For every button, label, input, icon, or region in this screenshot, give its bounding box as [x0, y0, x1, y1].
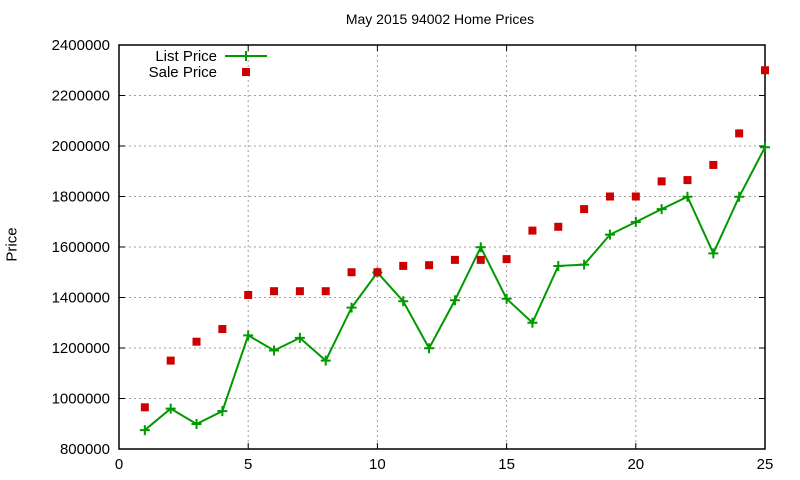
sale-price-marker — [321, 287, 330, 296]
list-price-marker — [346, 302, 357, 313]
sale-price-marker — [399, 261, 408, 270]
list-price-marker — [294, 332, 305, 343]
x-tick-label: 0 — [115, 456, 123, 473]
y-tick-label: 1800000 — [52, 189, 110, 206]
x-tick-label: 15 — [498, 456, 515, 473]
sale-price-marker — [347, 268, 356, 277]
list-price-marker — [553, 260, 564, 271]
sale-price-marker — [657, 177, 666, 186]
list-price-marker — [243, 330, 254, 341]
sale-price-marker — [450, 255, 459, 264]
sale-price-marker — [528, 226, 537, 235]
x-tick-label: 20 — [627, 456, 644, 473]
list-price-marker — [424, 343, 435, 354]
list-price-marker — [527, 317, 538, 328]
sale-price-marker — [502, 255, 511, 264]
sale-price-marker — [192, 337, 201, 346]
sale-price-marker — [761, 66, 769, 75]
sale-price-marker — [709, 160, 718, 169]
sale-price-marker — [683, 176, 692, 185]
sale-price-marker — [605, 192, 614, 201]
y-tick-label: 2200000 — [52, 88, 110, 105]
legend-label: List Price — [155, 48, 217, 65]
list-price-marker — [320, 355, 331, 366]
y-tick-label: 2400000 — [52, 37, 110, 54]
sale-price-marker — [580, 205, 589, 214]
list-price-marker — [475, 242, 486, 253]
list-price-marker — [191, 419, 202, 430]
list-price-marker — [708, 248, 719, 259]
sale-price-marker — [476, 255, 485, 264]
legend-label: Sale Price — [149, 64, 217, 81]
chart-title: May 2015 94002 Home Prices — [345, 11, 535, 27]
sale-price-marker — [295, 287, 304, 296]
list-price-marker — [501, 293, 512, 304]
sale-price-marker — [373, 268, 382, 277]
plot-border — [118, 44, 766, 450]
x-tick-label: 10 — [369, 456, 386, 473]
y-tick-label: 800000 — [60, 441, 110, 458]
legend-square-swatch — [242, 68, 250, 76]
sale-price-marker — [554, 222, 563, 231]
list-price-marker — [630, 217, 641, 228]
sale-price-marker — [166, 356, 175, 365]
y-tick-label: 2000000 — [52, 138, 110, 155]
list-price-marker — [165, 403, 176, 414]
list-price-marker — [449, 295, 460, 306]
list-price-marker — [682, 191, 693, 202]
list-price-line — [144, 146, 766, 431]
x-tick-label: 5 — [244, 456, 252, 473]
x-tick-label: 25 — [757, 456, 774, 473]
list-price-marker — [760, 142, 770, 153]
sale-price-marker — [140, 403, 149, 412]
sale-price-marker — [735, 129, 744, 138]
list-price-marker — [579, 259, 590, 270]
list-price-marker — [656, 204, 667, 215]
sale-price-marker — [425, 261, 434, 270]
list-price-marker — [217, 406, 228, 417]
sale-price-marker — [270, 287, 279, 296]
sale-price-marker — [218, 325, 227, 334]
list-price-marker — [734, 191, 745, 202]
sale-price-marker — [631, 192, 640, 201]
list-price-marker — [604, 229, 615, 240]
list-price-marker — [139, 425, 150, 436]
y-tick-label: 1600000 — [52, 239, 110, 256]
y-tick-label: 1400000 — [52, 290, 110, 307]
sale-price-marker — [244, 290, 253, 299]
list-price-marker — [269, 345, 280, 356]
y-tick-label: 1000000 — [52, 391, 110, 408]
list-price-marker — [398, 296, 409, 307]
y-tick-label: 1200000 — [52, 340, 110, 357]
